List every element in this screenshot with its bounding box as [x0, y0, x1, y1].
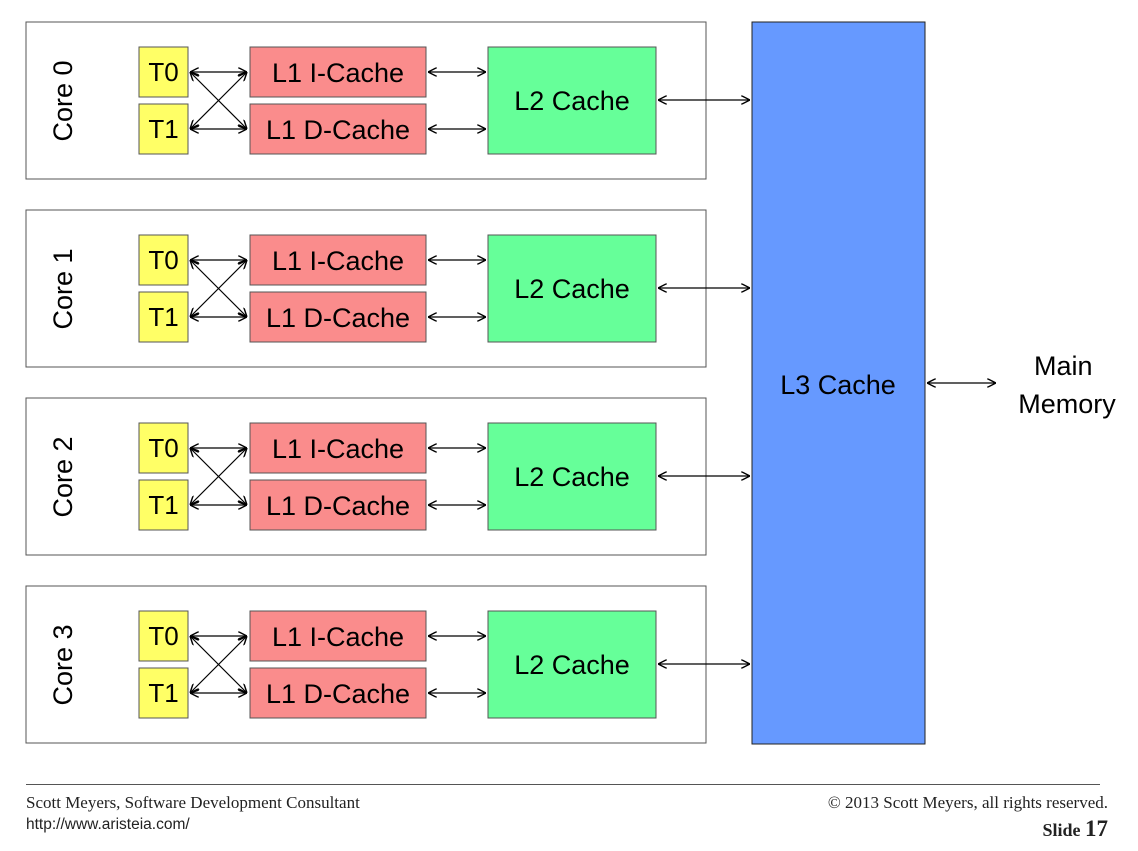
slide-number: Slide 17 — [828, 816, 1108, 841]
l1-icache-label: L1 I-Cache — [272, 434, 404, 464]
main-memory-line2: Memory — [1018, 389, 1116, 419]
l1-dcache-box — [249, 479, 427, 531]
footer-copyright: © 2013 Scott Meyers, all rights reserved… — [827, 793, 1108, 812]
l1-icache-label: L1 I-Cache — [272, 58, 404, 88]
l2-cache-label: L2 Cache — [514, 86, 630, 116]
t1-to-l1i-arrow — [190, 636, 247, 693]
thread-t1-label: T1 — [148, 678, 178, 708]
l1-icache-label: L1 I-Cache — [272, 246, 404, 276]
slide-label: Slide — [1042, 820, 1081, 840]
l1-icache-label: L1 I-Cache — [272, 622, 404, 652]
thread-t0-label: T0 — [148, 433, 178, 463]
l1-icache-box — [249, 46, 427, 98]
thread-t1-box — [138, 291, 189, 343]
thread-t1-box — [138, 479, 189, 531]
thread-t0-box — [138, 234, 189, 286]
l1-dcache-box — [249, 103, 427, 155]
core-1-label: Core 1 — [48, 248, 78, 329]
thread-t0-box — [138, 422, 189, 474]
l3-cache-label: L3 Cache — [780, 370, 896, 400]
l1-dcache-box — [249, 291, 427, 343]
l2-cache-box — [487, 610, 657, 719]
l2-cache-label: L2 Cache — [514, 274, 630, 304]
core-2-group: Core 2 T0 T1 L1 I-Cache L1 D-Cache L2 Cache — [25, 397, 750, 556]
t1-to-l1i-arrow — [190, 72, 247, 129]
core-3-group: Core 3 T0 T1 L1 I-Cache L1 D-Cache L2 Cache — [25, 585, 750, 744]
core-0-label: Core 0 — [48, 60, 78, 141]
t1-to-l1i-arrow — [190, 448, 247, 505]
l2-cache-label: L2 Cache — [514, 462, 630, 492]
footer-author: Scott Meyers, Software Development Consu… — [26, 793, 360, 812]
footer-divider — [26, 784, 1100, 785]
l1-icache-box — [249, 610, 427, 662]
thread-t0-box — [138, 46, 189, 98]
l1-icache-box — [249, 422, 427, 474]
thread-t0-box — [138, 610, 189, 662]
t1-to-l1i-arrow — [190, 260, 247, 317]
slide-number-value: 17 — [1085, 816, 1108, 841]
thread-t1-label: T1 — [148, 114, 178, 144]
thread-t0-label: T0 — [148, 57, 178, 87]
l2-cache-box — [487, 234, 657, 343]
thread-t1-box — [138, 667, 189, 719]
core-1-group: Core 1 T0 T1 L1 I-Cache L1 D-Cache L2 Cache — [25, 209, 750, 368]
l1-dcache-label: L1 D-Cache — [266, 303, 410, 333]
core-2-label: Core 2 — [48, 436, 78, 517]
footer-left: Scott Meyers, Software Development Consu… — [26, 792, 360, 836]
thread-t1-box — [138, 103, 189, 155]
l1-dcache-box — [249, 667, 427, 719]
l2-cache-label: L2 Cache — [514, 650, 630, 680]
footer-url: http://www.aristeia.com/ — [26, 816, 190, 833]
l3-cache-box — [751, 21, 926, 745]
main-memory-label: Main Memory — [1018, 351, 1116, 419]
thread-t1-label: T1 — [148, 302, 178, 332]
thread-t0-label: T0 — [148, 245, 178, 275]
core-0-group: Core 0 T0 T1 L1 I-Cache L1 D-Cache L2 Cache — [25, 21, 750, 180]
thread-t1-label: T1 — [148, 490, 178, 520]
main-memory-line1: Main — [1034, 351, 1093, 381]
l1-dcache-label: L1 D-Cache — [266, 679, 410, 709]
thread-t0-label: T0 — [148, 621, 178, 651]
footer-right: © 2013 Scott Meyers, all rights reserved… — [828, 792, 1108, 841]
core-3-label: Core 3 — [48, 624, 78, 705]
l1-icache-box — [249, 234, 427, 286]
l2-cache-box — [487, 422, 657, 531]
l1-dcache-label: L1 D-Cache — [266, 491, 410, 521]
l1-dcache-label: L1 D-Cache — [266, 115, 410, 145]
l2-cache-box — [487, 46, 657, 155]
